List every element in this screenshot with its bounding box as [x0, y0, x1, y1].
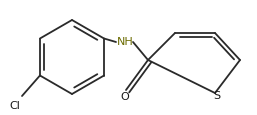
Text: Cl: Cl	[10, 100, 20, 110]
Text: NH: NH	[117, 37, 134, 47]
Text: S: S	[214, 90, 221, 100]
Text: O: O	[121, 91, 129, 101]
